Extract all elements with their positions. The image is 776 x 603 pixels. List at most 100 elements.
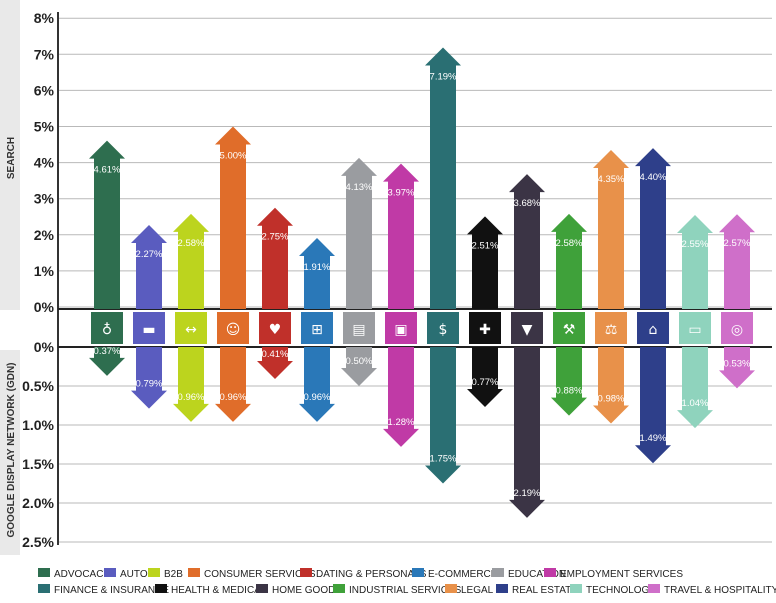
tick-label-search: 5% [34, 119, 55, 135]
headset-icon: ☺ [226, 322, 241, 338]
tools-icon: ⚒ [563, 322, 576, 338]
tick-label-search: 0% [34, 299, 55, 315]
heart-icon: ♥ [269, 322, 282, 338]
search-arrow [425, 47, 461, 309]
gdn-axis-panel [0, 350, 20, 555]
legend-label: E-COMMERCE [428, 569, 498, 580]
tick-label-gdn: 0% [34, 339, 55, 355]
gdn-arrow [551, 347, 587, 416]
laptop-icon: ▭ [688, 322, 701, 338]
tick-label-search: 2% [34, 227, 55, 243]
legend-swatch [38, 568, 50, 577]
category-icon-tile [469, 312, 501, 344]
search-arrow [299, 238, 335, 309]
first-aid-icon: ✚ [479, 322, 491, 338]
search-arrow [131, 225, 167, 309]
legend-label: HEALTH & MEDICAL [171, 585, 267, 596]
search-value-label: 5.00% [220, 151, 247, 162]
search-value-label: 4.13% [346, 182, 373, 193]
legend-label: B2B [164, 569, 183, 580]
search-arrow [173, 213, 209, 309]
category-icon-tile [721, 312, 753, 344]
search-arrow [719, 214, 755, 309]
gdn-value-label: 0.96% [178, 392, 205, 403]
gdn-arrow [257, 347, 293, 379]
search-value-label: 2.58% [178, 238, 205, 249]
gdn-arrow [425, 347, 461, 484]
legend-swatch [445, 584, 457, 593]
tick-label-gdn: 2.5% [22, 534, 54, 550]
house-icon: ⌂ [649, 322, 658, 338]
category-icon-tile [679, 312, 711, 344]
tick-label-gdn: 0.5% [22, 378, 54, 394]
search-value-label: 4.40% [640, 172, 667, 183]
gdn-value-label: 2.19% [514, 488, 541, 499]
legend-label: INDUSTRIAL SERVICES [349, 585, 462, 596]
legend-swatch [544, 568, 556, 577]
map-pin-icon: ◎ [731, 322, 743, 338]
gdn-value-label: 0.98% [598, 393, 625, 404]
gdn-value-label: 1.04% [682, 398, 709, 409]
search-arrow [89, 140, 125, 309]
gdn-arrow [509, 347, 545, 518]
gdn-arrow [719, 347, 755, 389]
category-icon-tile [511, 312, 543, 344]
gavel-icon: ⚖ [605, 322, 618, 338]
legend-label: HOME GOODS [272, 585, 342, 596]
gdn-arrow [215, 347, 251, 422]
legend-swatch [333, 584, 345, 593]
search-value-label: 3.97% [388, 188, 415, 199]
gdn-arrow [383, 347, 419, 447]
search-value-label: 1.91% [304, 262, 331, 273]
search-arrow [257, 207, 293, 309]
legend-label: ADVOCACY [54, 569, 110, 580]
tick-label-gdn: 2.0% [22, 495, 54, 511]
legend-swatch [412, 568, 424, 577]
category-icon-tile [553, 312, 585, 344]
search-arrow [467, 216, 503, 309]
tick-label-search: 1% [34, 263, 55, 279]
gdn-arrow [173, 347, 209, 422]
search-axis-title: SEARCH [6, 137, 17, 179]
legend-swatch [148, 568, 160, 577]
tick-label-search: 8% [34, 10, 55, 26]
search-arrow [383, 163, 419, 309]
search-value-label: 2.75% [262, 232, 289, 243]
legend-label: REAL ESTATE [512, 585, 578, 596]
gdn-arrow [593, 347, 629, 424]
gdn-value-label: 0.53% [724, 358, 751, 369]
search-value-label: 2.55% [682, 239, 709, 250]
category-icon-tile [301, 312, 333, 344]
legend-label: AUTO [120, 569, 148, 580]
search-value-label: 2.51% [472, 240, 499, 251]
category-icon-tile [133, 312, 165, 344]
legend-label: TECHNOLOGY [586, 585, 656, 596]
gdn-value-label: 0.79% [136, 379, 163, 390]
legend-label: EDUCATION [508, 569, 566, 580]
gdn-axis-title: GOOGLE DISPLAY NETWORK (GDN) [6, 362, 17, 537]
gdn-arrow [635, 347, 671, 464]
tick-label-search: 4% [34, 155, 55, 171]
gdn-value-label: 0.41% [262, 349, 289, 360]
tick-label-search: 3% [34, 191, 55, 207]
handshake-icon: ↔ [185, 322, 197, 338]
legend-label: LEGAL [461, 585, 494, 596]
gdn-value-label: 0.96% [220, 392, 247, 403]
category-icon-tile [427, 312, 459, 344]
tick-label-gdn: 1.5% [22, 456, 54, 472]
briefcase-icon: ▣ [394, 322, 407, 338]
gdn-value-label: 0.88% [556, 386, 583, 397]
book-icon: ▤ [352, 322, 365, 338]
search-value-label: 7.19% [430, 71, 457, 82]
search-value-label: 4.35% [598, 174, 625, 185]
search-arrow [593, 149, 629, 309]
gdn-value-label: 0.50% [346, 356, 373, 367]
legend-label: TRAVEL & HOSPITALITY [664, 585, 776, 596]
lamp-icon: ▼ [522, 322, 533, 338]
search-arrow [677, 214, 713, 309]
category-icon-tile [595, 312, 627, 344]
gdn-value-label: 0.96% [304, 392, 331, 403]
search-value-label: 4.61% [94, 165, 121, 176]
legend-swatch [300, 568, 312, 577]
